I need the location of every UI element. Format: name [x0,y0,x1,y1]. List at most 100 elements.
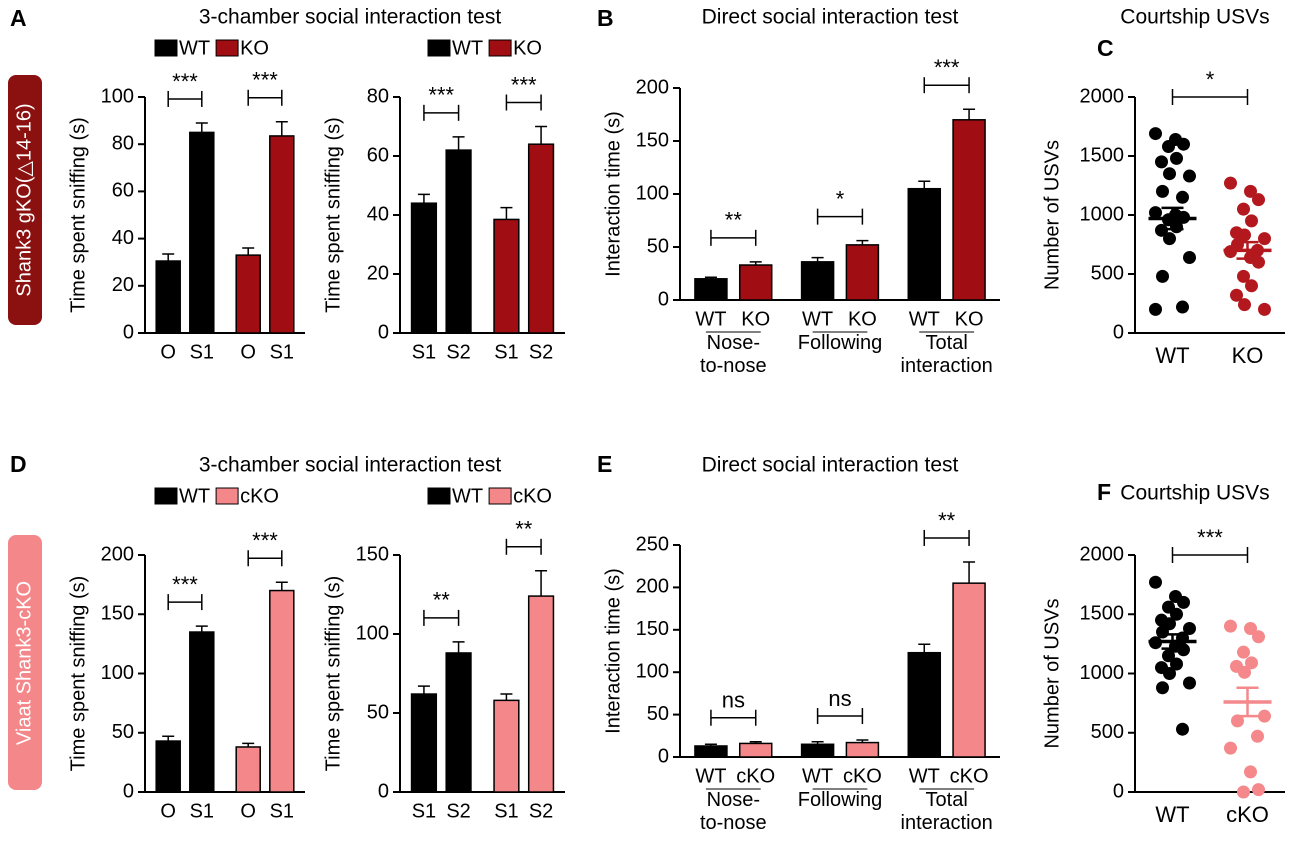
significance-label: *** [934,55,960,80]
x-tick-label: S1 [494,800,518,822]
bar [845,244,880,301]
sem-bar [1161,206,1184,231]
significance-label: ** [725,208,743,233]
x-tick-label: S1 [412,341,436,363]
x-tick-label: S2 [446,341,470,363]
bar [445,149,472,334]
y-tick-label: 0 [1113,321,1124,343]
bar [527,595,555,793]
y-tick-label: 1500 [1080,144,1125,166]
error-bar [452,641,465,653]
error-bar [963,108,976,120]
legend-swatch [488,39,512,57]
significance-label: *** [172,572,198,597]
error-bar [417,685,430,695]
error-bar [500,206,513,220]
data-point [1237,785,1250,799]
y-tick-label: 2000 [1080,543,1125,565]
y-tick-label: 100 [101,662,134,684]
x-tick-label: WT [802,765,833,787]
bar [235,254,261,334]
bar [445,652,472,793]
data-point [1183,250,1196,264]
data-point [1163,167,1176,181]
error-bar [417,193,430,204]
data-point [1162,140,1175,154]
y-tick-label: 50 [647,703,669,725]
data-point [1170,607,1183,621]
group-label-box: Total interaction [901,332,993,377]
significance-label: ** [938,508,956,533]
y-tick-label: 50 [367,701,389,723]
data-point [1238,228,1251,242]
y-tick-label: 1500 [1080,603,1125,625]
error-bar [749,261,762,266]
y-tick-label: 100 [356,622,389,644]
bar [269,589,295,793]
significance-label: ns [722,688,745,713]
error-bar [242,247,255,256]
row-label-box [8,535,42,790]
data-point [1176,722,1189,736]
legend-label: WT [452,37,483,59]
bar [952,119,986,301]
data-point [1244,184,1257,198]
bar [907,187,942,301]
error-bar [856,739,869,743]
significance-label: *** [511,72,537,97]
bar [907,651,942,758]
bar [410,202,438,334]
error-bar [856,239,869,245]
y-tick-label: 1000 [1080,662,1125,684]
y-axis-label: Time spent sniffing (s) [67,117,89,313]
group-label: Nose-to-nose [699,789,767,834]
data-point [1149,206,1162,220]
sem-bar [1161,633,1184,650]
legend-label: cKO [513,485,552,507]
data-point [1224,741,1237,755]
data-point [1224,619,1237,633]
y-tick-label: 40 [112,227,134,249]
data-point [1244,765,1257,779]
bar [694,745,728,758]
bar [493,218,520,334]
data-point [1231,714,1244,728]
x-tick-label: S1 [270,341,294,363]
x-tick-label: S1 [190,341,214,363]
significance-label: *** [1197,525,1223,550]
data-point [1183,169,1196,183]
y-tick-label: 80 [112,132,134,154]
data-point [1238,298,1251,312]
bar [845,741,880,758]
data-point [1163,232,1176,246]
x-tick-label: WT [1155,343,1189,368]
data-point [1183,676,1196,690]
x-tick-label: cKO [1226,802,1269,827]
row-label-box [8,75,42,325]
error-bar [963,561,976,584]
data-point [1156,625,1169,639]
data-point [1155,155,1168,169]
y-tick-label: 0 [378,780,389,802]
row-label: Viaat Shank3-cKO [13,581,35,745]
sem-bar [1236,240,1259,260]
data-point [1252,630,1265,644]
x-tick-label: WT [695,765,726,787]
data-point [1176,300,1189,314]
data-point [1238,665,1251,679]
x-tick-label: O [240,800,256,822]
data-point [1170,657,1183,671]
x-tick-label: KO [955,308,984,330]
y-tick-label: 2000 [1080,85,1125,107]
data-point [1183,621,1196,635]
data-point [1170,151,1183,165]
chart-title: 3-chamber social interaction test [199,454,501,477]
y-tick-label: 80 [367,85,389,107]
y-axis-label: Time spent sniffing (s) [67,576,89,772]
panel-letter: C [1097,35,1114,61]
error-bar [749,740,762,744]
y-tick-label: 250 [636,533,669,555]
data-point [1163,667,1176,680]
y-tick-label: 150 [356,543,389,565]
y-tick-label: 100 [101,85,134,107]
